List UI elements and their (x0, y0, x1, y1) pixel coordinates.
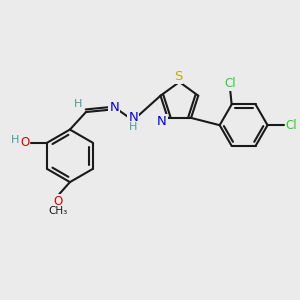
Text: H: H (11, 135, 19, 145)
Text: N: N (128, 110, 138, 124)
Text: CH₃: CH₃ (49, 206, 68, 216)
Text: Cl: Cl (224, 77, 236, 90)
Text: H: H (74, 99, 82, 109)
Text: H: H (129, 122, 137, 132)
Text: O: O (54, 195, 63, 208)
Text: N: N (110, 101, 119, 114)
Text: Cl: Cl (286, 119, 297, 132)
Text: O: O (20, 136, 29, 149)
Text: S: S (174, 70, 182, 83)
Text: N: N (157, 115, 167, 128)
